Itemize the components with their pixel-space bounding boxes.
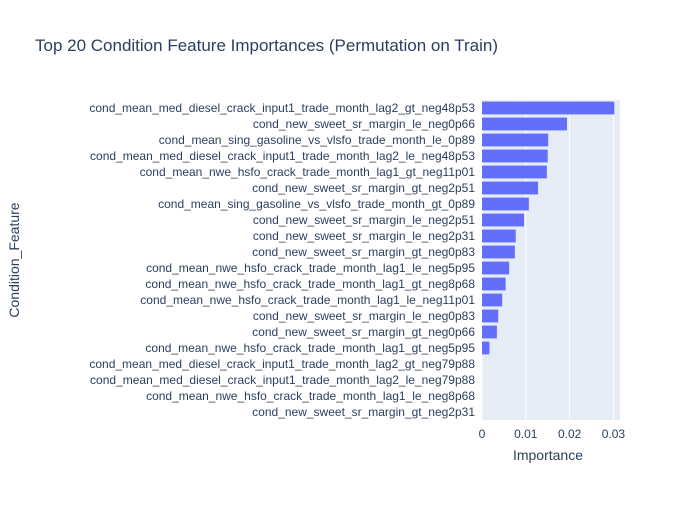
y-tick-label: cond_mean_med_diesel_crack_input1_trade_… bbox=[90, 149, 475, 163]
bars bbox=[482, 101, 615, 355]
bar bbox=[482, 293, 503, 307]
bar bbox=[482, 181, 539, 195]
x-tick-labels: 0 0.01 0.02 0.03 bbox=[479, 427, 626, 441]
bar bbox=[482, 245, 515, 259]
y-tick-labels: cond_mean_med_diesel_crack_input1_trade_… bbox=[89, 101, 475, 419]
bar bbox=[482, 277, 506, 291]
x-tick-label: 0.01 bbox=[514, 427, 538, 441]
y-tick-label: cond_new_sweet_sr_margin_gt_neg0p83 bbox=[252, 245, 475, 259]
y-tick-label: cond_new_sweet_sr_margin_le_neg0p83 bbox=[253, 309, 475, 323]
y-tick-label: cond_mean_nwe_hsfo_crack_trade_month_lag… bbox=[146, 389, 475, 403]
bar bbox=[482, 197, 529, 211]
plot-area bbox=[482, 100, 620, 420]
x-tick-label: 0.03 bbox=[602, 427, 626, 441]
bar bbox=[482, 165, 547, 179]
y-tick-label: cond_new_sweet_sr_margin_gt_neg0p66 bbox=[252, 325, 475, 339]
y-tick-label: cond_mean_nwe_hsfo_crack_trade_month_lag… bbox=[146, 261, 475, 275]
bar bbox=[482, 229, 516, 243]
y-axis-title: Condition_Feature bbox=[6, 202, 22, 317]
y-tick-label: cond_mean_nwe_hsfo_crack_trade_month_lag… bbox=[140, 293, 475, 307]
y-tick-label: cond_new_sweet_sr_margin_le_neg0p66 bbox=[253, 117, 475, 131]
bar bbox=[482, 261, 510, 275]
x-tick-label: 0.02 bbox=[558, 427, 582, 441]
bar bbox=[482, 117, 567, 131]
y-tick-label: cond_new_sweet_sr_margin_gt_neg2p31 bbox=[252, 405, 475, 419]
y-tick-label: cond_mean_med_diesel_crack_input1_trade_… bbox=[89, 101, 475, 115]
y-tick-label: cond_new_sweet_sr_margin_le_neg2p51 bbox=[253, 213, 475, 227]
y-tick-label: cond_mean_nwe_hsfo_crack_trade_month_lag… bbox=[145, 341, 475, 355]
bar bbox=[482, 149, 548, 163]
bar bbox=[482, 325, 497, 339]
y-tick-label: cond_mean_sing_gasoline_vs_vlsfo_trade_m… bbox=[159, 133, 476, 147]
chart-title: Top 20 Condition Feature Importances (Pe… bbox=[35, 36, 498, 55]
bar bbox=[482, 309, 499, 323]
bar bbox=[482, 341, 490, 355]
y-tick-label: cond_new_sweet_sr_margin_gt_neg2p51 bbox=[252, 181, 475, 195]
bar bbox=[482, 101, 615, 115]
y-tick-label: cond_mean_nwe_hsfo_crack_trade_month_lag… bbox=[145, 277, 475, 291]
x-tick-label: 0 bbox=[479, 427, 486, 441]
bar bbox=[482, 133, 549, 147]
y-tick-label: cond_mean_nwe_hsfo_crack_trade_month_lag… bbox=[140, 165, 476, 179]
y-tick-label: cond_mean_sing_gasoline_vs_vlsfo_trade_m… bbox=[158, 197, 475, 211]
bar bbox=[482, 213, 525, 227]
y-tick-label: cond_mean_med_diesel_crack_input1_trade_… bbox=[90, 373, 475, 387]
x-axis-title: Importance bbox=[513, 447, 583, 463]
y-tick-label: cond_new_sweet_sr_margin_le_neg2p31 bbox=[253, 229, 475, 243]
y-tick-label: cond_mean_med_diesel_crack_input1_trade_… bbox=[89, 357, 475, 371]
